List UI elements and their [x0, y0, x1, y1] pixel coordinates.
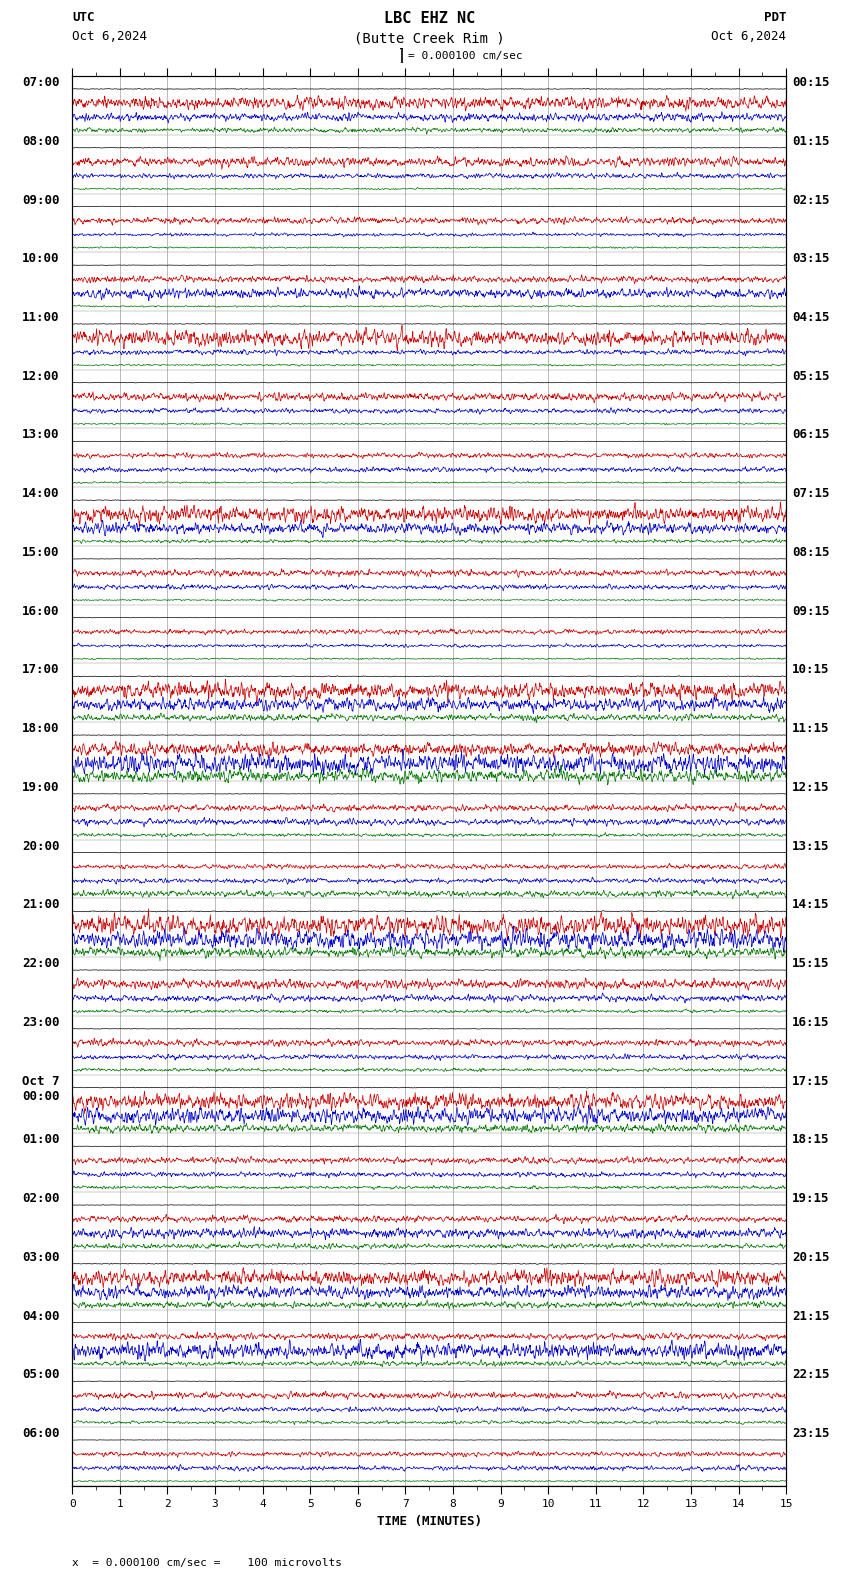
- Text: 12:00: 12:00: [22, 369, 60, 383]
- Text: 03:15: 03:15: [792, 252, 830, 265]
- Text: 13:00: 13:00: [22, 429, 60, 442]
- Text: 20:15: 20:15: [792, 1251, 830, 1264]
- Text: 11:15: 11:15: [792, 722, 830, 735]
- Text: 10:00: 10:00: [22, 252, 60, 265]
- Text: 20:00: 20:00: [22, 840, 60, 852]
- Text: 06:15: 06:15: [792, 429, 830, 442]
- Text: 08:00: 08:00: [22, 135, 60, 147]
- Text: 23:00: 23:00: [22, 1015, 60, 1030]
- Text: 07:00: 07:00: [22, 76, 60, 89]
- Text: 16:00: 16:00: [22, 605, 60, 618]
- Text: LBC EHZ NC: LBC EHZ NC: [383, 11, 475, 25]
- Text: 09:15: 09:15: [792, 605, 830, 618]
- Text: 18:15: 18:15: [792, 1134, 830, 1147]
- Text: 07:15: 07:15: [792, 488, 830, 501]
- Text: UTC: UTC: [72, 11, 94, 24]
- Text: 03:00: 03:00: [22, 1251, 60, 1264]
- Text: 22:15: 22:15: [792, 1369, 830, 1381]
- Text: 15:00: 15:00: [22, 546, 60, 559]
- Text: 02:15: 02:15: [792, 193, 830, 206]
- Text: 05:15: 05:15: [792, 369, 830, 383]
- Text: Oct 6,2024: Oct 6,2024: [72, 30, 147, 43]
- Text: PDT: PDT: [764, 11, 786, 24]
- Text: 12:15: 12:15: [792, 781, 830, 794]
- Text: 23:15: 23:15: [792, 1427, 830, 1440]
- Text: 00:15: 00:15: [792, 76, 830, 89]
- Text: Oct 7
00:00: Oct 7 00:00: [22, 1074, 60, 1102]
- Text: 08:15: 08:15: [792, 546, 830, 559]
- X-axis label: TIME (MINUTES): TIME (MINUTES): [377, 1514, 482, 1527]
- Text: x  = 0.000100 cm/sec =    100 microvolts: x = 0.000100 cm/sec = 100 microvolts: [72, 1559, 343, 1568]
- Text: 21:15: 21:15: [792, 1310, 830, 1323]
- Text: 11:00: 11:00: [22, 310, 60, 325]
- Text: 01:15: 01:15: [792, 135, 830, 147]
- Text: 04:15: 04:15: [792, 310, 830, 325]
- Text: Oct 6,2024: Oct 6,2024: [711, 30, 786, 43]
- Text: 22:00: 22:00: [22, 957, 60, 969]
- Text: 18:00: 18:00: [22, 722, 60, 735]
- Text: 04:00: 04:00: [22, 1310, 60, 1323]
- Text: = 0.000100 cm/sec: = 0.000100 cm/sec: [408, 51, 523, 60]
- Text: 15:15: 15:15: [792, 957, 830, 969]
- Text: 19:00: 19:00: [22, 781, 60, 794]
- Text: 13:15: 13:15: [792, 840, 830, 852]
- Text: 01:00: 01:00: [22, 1134, 60, 1147]
- Text: 19:15: 19:15: [792, 1193, 830, 1205]
- Text: 21:00: 21:00: [22, 898, 60, 911]
- Text: 10:15: 10:15: [792, 664, 830, 676]
- Text: 09:00: 09:00: [22, 193, 60, 206]
- Text: 05:00: 05:00: [22, 1369, 60, 1381]
- Text: 06:00: 06:00: [22, 1427, 60, 1440]
- Text: (Butte Creek Rim ): (Butte Creek Rim ): [354, 32, 505, 46]
- Text: 17:15: 17:15: [792, 1074, 830, 1088]
- Text: 14:00: 14:00: [22, 488, 60, 501]
- Text: 16:15: 16:15: [792, 1015, 830, 1030]
- Text: 17:00: 17:00: [22, 664, 60, 676]
- Text: 14:15: 14:15: [792, 898, 830, 911]
- Text: 02:00: 02:00: [22, 1193, 60, 1205]
